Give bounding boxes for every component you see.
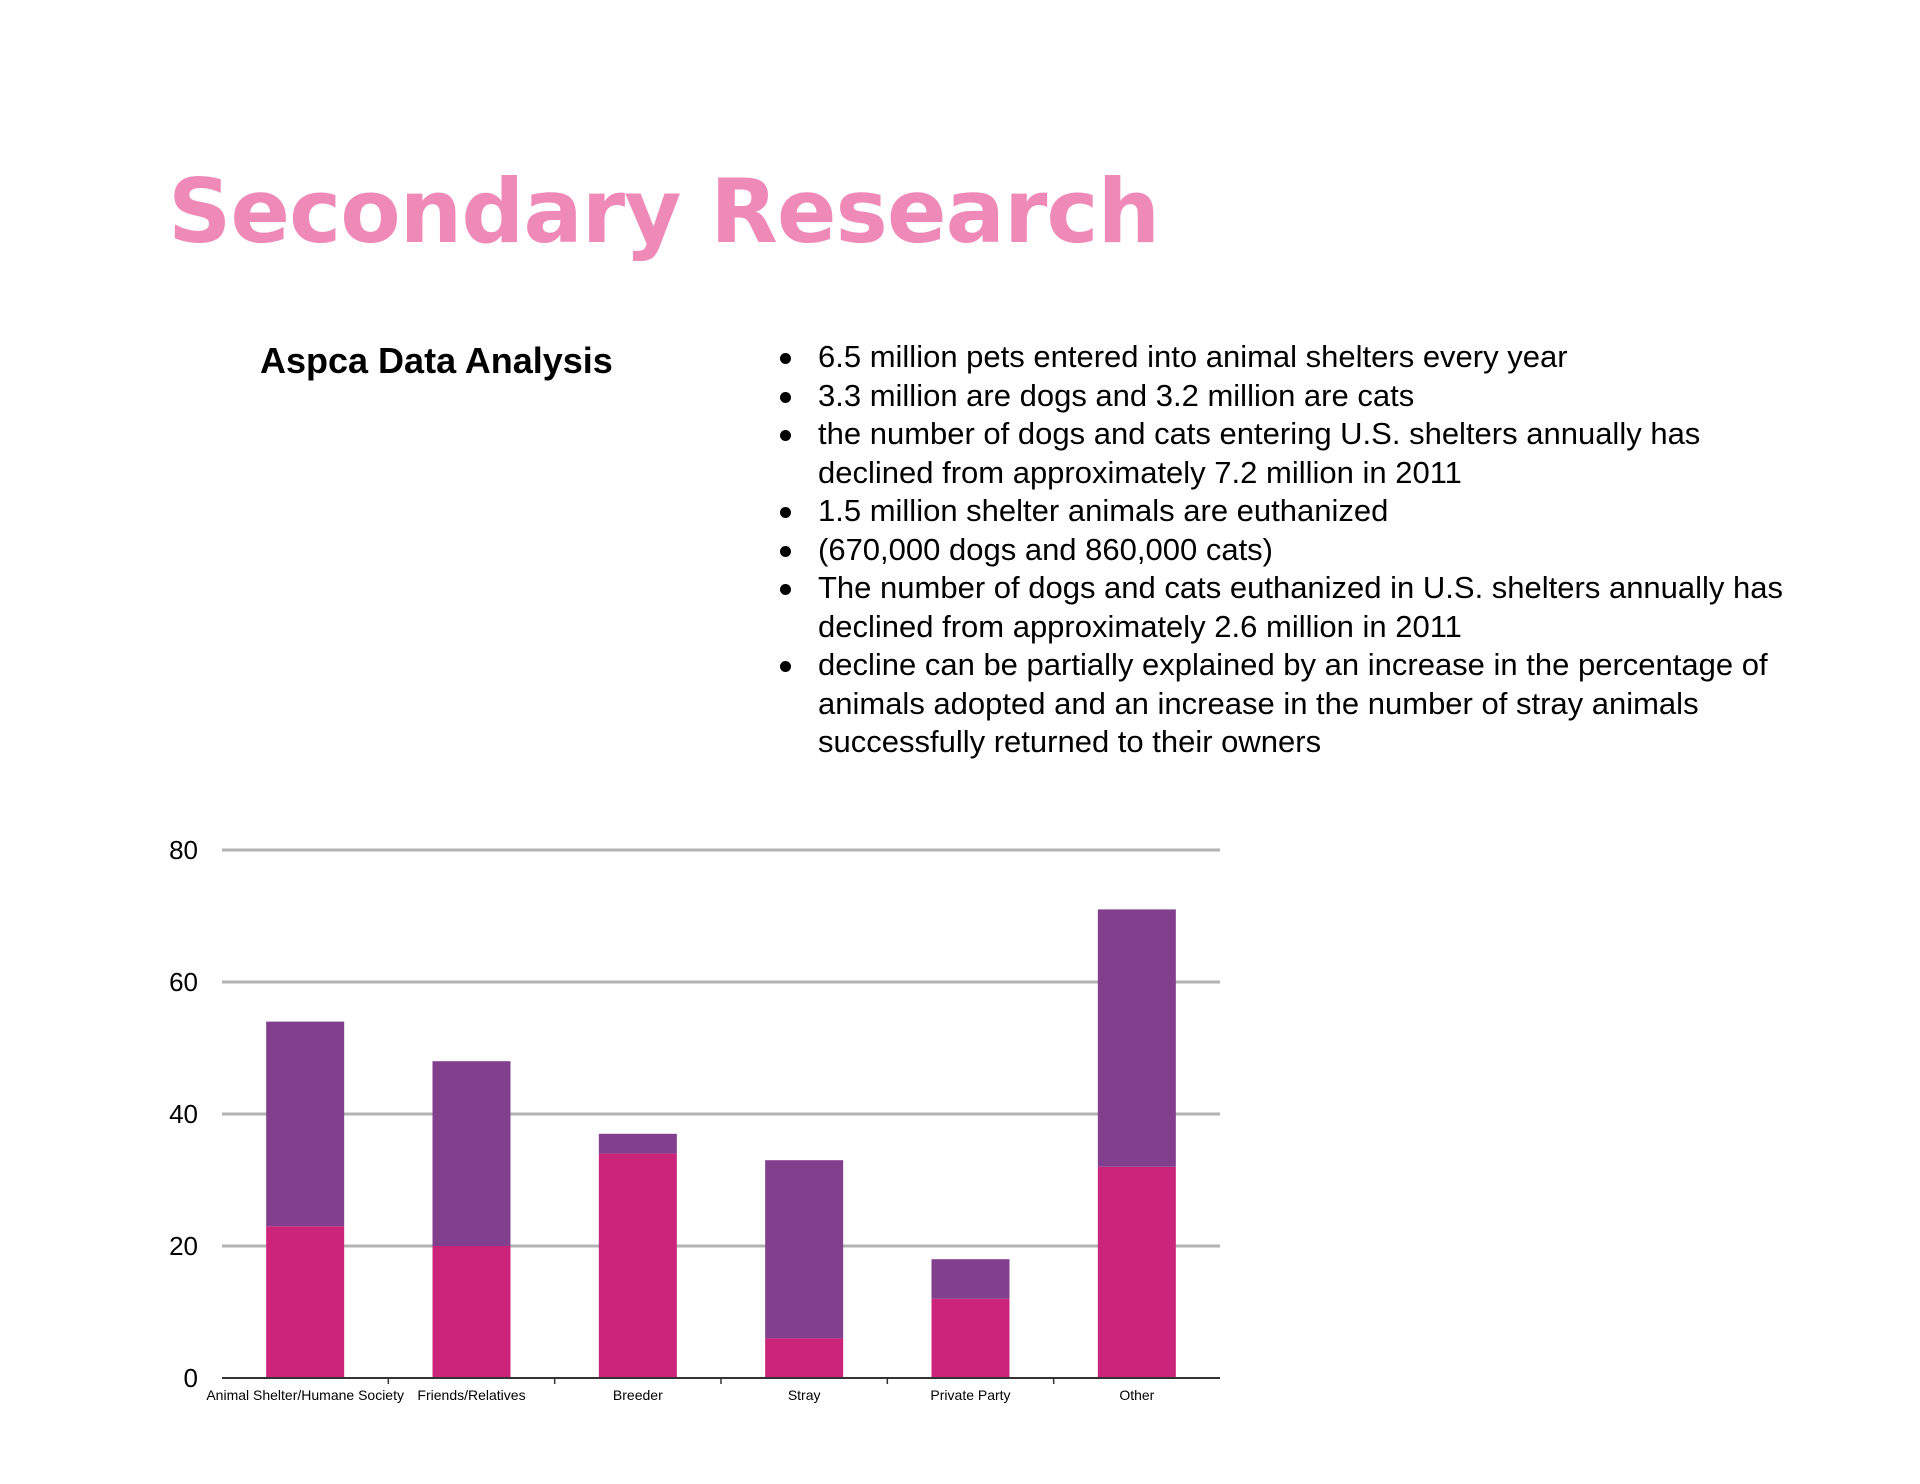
fact-item: 6.5 million pets entered into animal she…	[780, 338, 1818, 377]
bar-segment-top	[432, 1061, 511, 1246]
fact-item: 1.5 million shelter animals are euthaniz…	[780, 492, 1818, 531]
bar-segment-top	[1097, 909, 1176, 1167]
bar-segment-top	[266, 1021, 345, 1227]
x-tick-label: Friends/Relatives	[417, 1387, 525, 1403]
gridlines	[222, 848, 1220, 1248]
y-tick-label: 40	[169, 1099, 198, 1129]
bar-segment-bottom	[1097, 1166, 1176, 1378]
page-title: Secondary Research	[168, 160, 1160, 263]
bar-segment-bottom	[931, 1298, 1010, 1378]
y-tick-label: 0	[184, 1363, 198, 1393]
section-heading: Aspca Data Analysis	[260, 340, 613, 381]
fact-item: the number of dogs and cats entering U.S…	[780, 415, 1818, 492]
axes: 0 20 40 60 80 Animal Shelter/Humane Society Fr…	[169, 835, 1220, 1403]
bars	[266, 909, 1176, 1378]
bar-segment-top	[598, 1133, 677, 1154]
x-tick-label: Stray	[788, 1387, 821, 1403]
x-tick-label: Other	[1119, 1387, 1154, 1403]
x-tick-label: Private Party	[930, 1387, 1010, 1403]
fact-item: decline can be partially explained by an…	[780, 646, 1818, 762]
bar-segment-bottom	[765, 1338, 844, 1378]
fact-item: The number of dogs and cats euthanized i…	[780, 569, 1818, 646]
x-tick-label: Animal Shelter/Humane Society	[206, 1387, 404, 1403]
bar-segment-bottom	[266, 1226, 345, 1378]
bar-segment-top	[765, 1160, 844, 1339]
bar-segment-top	[931, 1259, 1010, 1299]
y-tick-label: 20	[169, 1231, 198, 1261]
fact-item: 3.3 million are dogs and 3.2 million are…	[780, 377, 1818, 416]
x-tick-label: Breeder	[613, 1387, 663, 1403]
facts-list: 6.5 million pets entered into animal she…	[780, 338, 1818, 762]
bar-segment-bottom	[432, 1246, 511, 1378]
y-tick-label: 80	[169, 835, 198, 865]
fact-item: (670,000 dogs and 860,000 cats)	[780, 531, 1818, 570]
bar-segment-bottom	[598, 1153, 677, 1378]
y-tick-label: 60	[169, 967, 198, 997]
